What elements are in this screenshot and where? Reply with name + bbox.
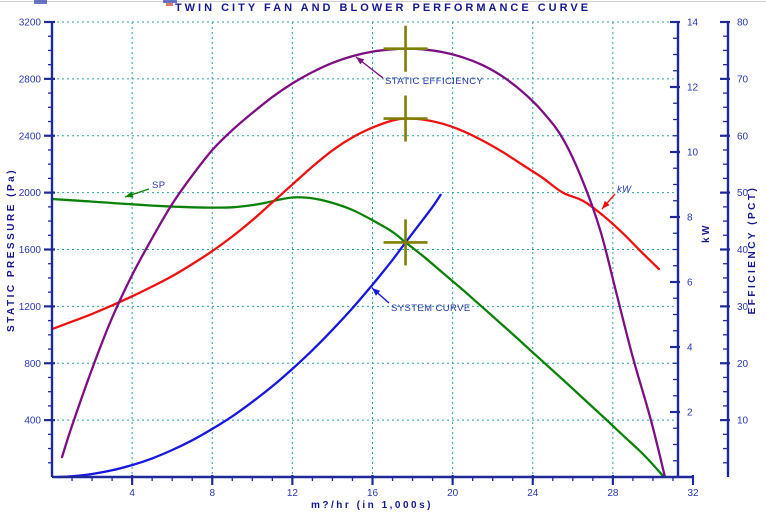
kw-tick-label: 4 xyxy=(687,343,693,354)
sp-tick-label: 400 xyxy=(24,416,41,427)
x-tick-label: 4 xyxy=(129,488,135,499)
kw-tick-label: 10 xyxy=(687,148,699,159)
curve-static-efficiency xyxy=(60,47,667,479)
x-tick-label: 12 xyxy=(287,488,299,499)
x-tick-label: 8 xyxy=(209,488,215,499)
window-top-edge xyxy=(0,1,766,2)
x-tick-label: 20 xyxy=(447,488,459,499)
x-axis-title: m?/hr (in 1,000s) xyxy=(311,500,433,511)
eff-tick-label: 80 xyxy=(737,18,749,29)
sp-tick-label: 1600 xyxy=(19,245,42,256)
operating-point-marker[interactable] xyxy=(383,25,428,72)
annotation-label: kW xyxy=(617,184,632,195)
kw-axis-title: kW xyxy=(701,223,712,243)
x-tick-label: 24 xyxy=(527,488,539,499)
curve-system-curve xyxy=(56,193,442,479)
kw-tick-label: 14 xyxy=(687,18,699,29)
annotation-sp: SP xyxy=(124,180,165,198)
operating-point-marker[interactable] xyxy=(383,95,428,142)
eff-tick-label: 10 xyxy=(737,416,749,427)
eff-tick-label: 60 xyxy=(737,131,749,142)
eff-tick-label: 30 xyxy=(737,302,749,313)
annotation-kw: kW xyxy=(601,184,632,210)
axes xyxy=(44,20,730,485)
x-tick-label: 32 xyxy=(687,488,699,499)
annotation-arrowhead xyxy=(125,191,134,198)
kw-tick-label: 6 xyxy=(687,278,693,289)
eff-tick-label: 70 xyxy=(737,74,749,85)
chart-title: TWIN CITY FAN AND BLOWER PERFORMANCE CUR… xyxy=(174,2,592,14)
sp-tick-label: 2400 xyxy=(19,131,42,142)
kw-tick-label: 12 xyxy=(687,83,699,94)
eff-axis-title: EFFICIENCY (PCT) xyxy=(747,186,758,315)
annotation-label: SYSTEM CURVE xyxy=(391,303,471,314)
curve-sp xyxy=(50,196,666,479)
eff-tick-label: 40 xyxy=(737,245,749,256)
clipped-header-artifact xyxy=(166,3,173,6)
x-tick-label: 28 xyxy=(607,488,619,499)
annotation-static-efficiency: STATIC EFFICIENCY xyxy=(355,56,484,87)
gridlines xyxy=(52,21,678,477)
annotation-label: SP xyxy=(152,180,165,191)
clipped-header-artifact xyxy=(34,0,47,4)
kw-tick-label: 2 xyxy=(687,408,693,419)
sp-tick-label: 2000 xyxy=(19,188,42,199)
clipped-header-artifact xyxy=(163,0,177,3)
annotation-system-curve: SYSTEM CURVE xyxy=(371,287,471,314)
kw-tick-label: 8 xyxy=(687,213,693,224)
curve-kw xyxy=(50,117,661,331)
sp-tick-label: 1200 xyxy=(19,302,42,313)
sp-axis-title: STATIC PRESSURE (Pa) xyxy=(6,168,17,332)
eff-tick-label: 50 xyxy=(737,188,749,199)
x-tick-label: 16 xyxy=(367,488,379,499)
annotation-arrowhead xyxy=(602,200,610,209)
sp-tick-label: 800 xyxy=(24,359,41,370)
operating-point-marker[interactable] xyxy=(383,219,428,266)
eff-tick-label: 20 xyxy=(737,359,749,370)
annotation-arrowhead xyxy=(356,57,365,65)
sp-tick-label: 3200 xyxy=(19,18,42,29)
annotation-label: STATIC EFFICIENCY xyxy=(385,76,484,87)
sp-tick-label: 2800 xyxy=(19,74,42,85)
annotation-arrowhead xyxy=(372,288,381,296)
